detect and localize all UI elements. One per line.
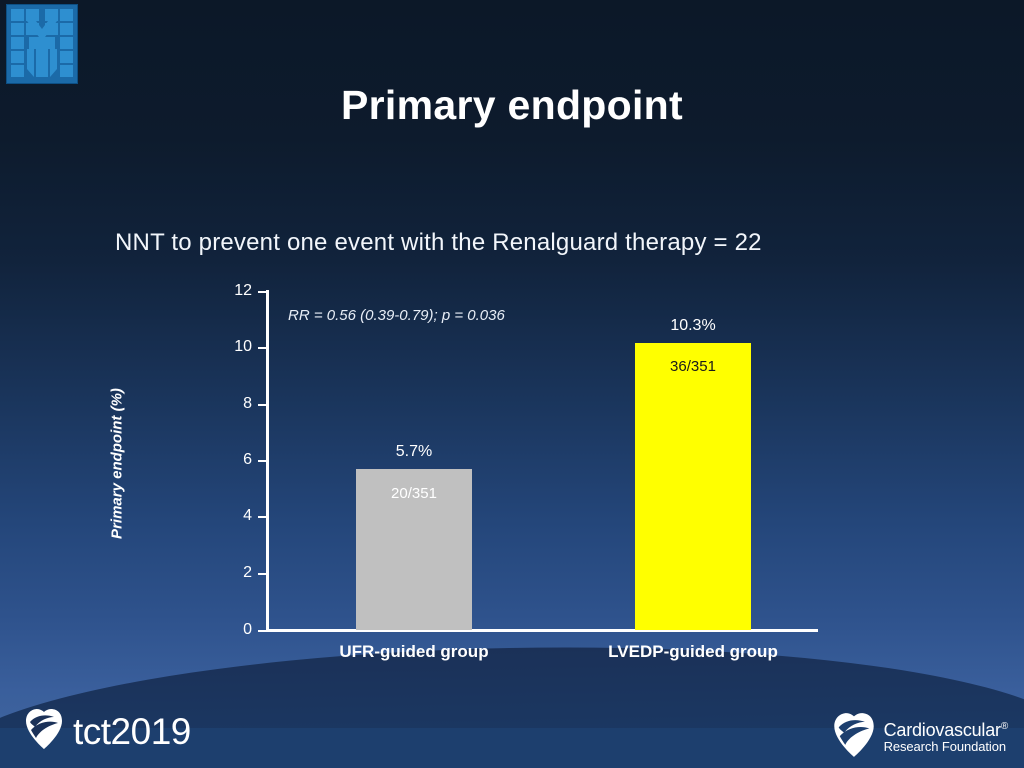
- x-category-label-lvedp: LVEDP-guided group: [608, 642, 778, 661]
- y-tick-2: [258, 573, 267, 575]
- y-tick-label-4: 4: [243, 507, 252, 524]
- x-category-label-ufr: UFR-guided group: [339, 642, 489, 661]
- crf-logo: Cardiovascular® Research Foundation: [832, 712, 1008, 763]
- bar-value-label-ufr: 5.7%: [395, 443, 433, 460]
- x-axis-line: [266, 629, 818, 632]
- y-tick-10: [258, 347, 267, 349]
- crf-heart-icon: [832, 712, 876, 763]
- y-tick-label-2: 2: [243, 564, 252, 581]
- y-tick-4: [258, 516, 267, 518]
- y-tick-12: [258, 291, 267, 293]
- bar-inner-label-lvedp: 36/351: [670, 358, 716, 375]
- bar-value-label-lvedp: 10.3%: [670, 317, 716, 334]
- y-tick-label-10: 10: [234, 338, 252, 355]
- y-tick-label-12: 12: [234, 282, 252, 299]
- monogram-logo-icon: [6, 4, 78, 84]
- y-axis-line: [266, 290, 269, 632]
- y-axis-title: Primary endpoint (%): [108, 388, 126, 539]
- tct-heart-icon: [24, 708, 64, 755]
- bar-ufr-guided: [356, 469, 472, 630]
- y-tick-6: [258, 460, 267, 462]
- registered-trademark-icon: ®: [1000, 721, 1008, 733]
- y-tick-0: [258, 630, 267, 632]
- y-tick-label-0: 0: [243, 621, 252, 638]
- tct-logo-text: tct2019: [73, 711, 191, 752]
- y-tick-8: [258, 404, 267, 406]
- statistics-annotation: RR = 0.56 (0.39-0.79); p = 0.036: [288, 307, 505, 324]
- y-tick-label-6: 6: [243, 451, 252, 468]
- bar-lvedp-guided: [635, 343, 751, 630]
- nnt-statement: NNT to prevent one event with the Renalg…: [115, 229, 762, 256]
- y-tick-label-8: 8: [243, 395, 252, 412]
- page-title: Primary endpoint: [341, 82, 683, 128]
- bar-inner-label-ufr: 20/351: [391, 485, 437, 502]
- tct-logo: tct2019: [24, 708, 191, 755]
- crf-name-primary: Cardiovascular: [883, 720, 1001, 741]
- crf-name-secondary: Research Foundation: [883, 739, 1007, 755]
